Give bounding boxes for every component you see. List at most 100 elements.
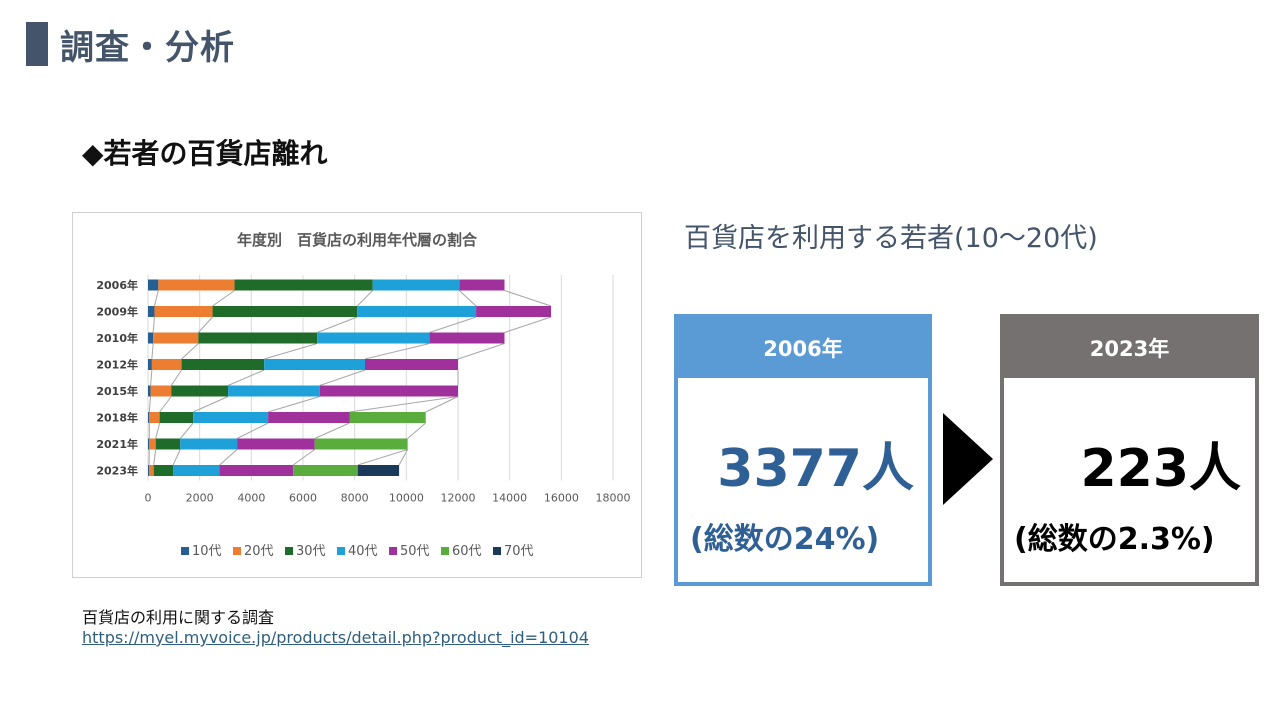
- chart-bar: [173, 465, 220, 476]
- chart-bar: [459, 279, 505, 291]
- chart-x-tick-label: 16000: [544, 492, 579, 505]
- chart-bar: [148, 412, 150, 423]
- card-2023: 2023年 223人 (総数の2.3%): [1000, 314, 1259, 586]
- chart-legend-label: 70代: [504, 544, 534, 559]
- chart-legend-label: 20代: [244, 544, 274, 559]
- chart-bar: [171, 385, 229, 397]
- page-title: 調査・分析: [60, 28, 235, 68]
- chart-bar: [234, 279, 373, 291]
- chart-series-line: [151, 343, 154, 360]
- chart-series-line: [407, 422, 427, 439]
- chart-bar: [151, 359, 182, 370]
- chart-bar: [264, 359, 365, 370]
- chart-category-label: 2015年: [96, 384, 138, 398]
- chart-series-line: [193, 396, 229, 413]
- chart-legend-swatch: [493, 547, 501, 555]
- chart-legend-label: 30代: [296, 544, 326, 559]
- chart-series-line: [264, 343, 318, 360]
- chart-series-line: [319, 369, 366, 386]
- chart-category-label: 2018年: [96, 411, 138, 425]
- summary-heading: 百貨店を利用する若者(10～20代): [684, 223, 1098, 254]
- chart-bar: [365, 359, 458, 370]
- card-2006: 2006年 3377人 (総数の24%): [674, 314, 932, 586]
- chart-bar: [314, 438, 408, 450]
- chart-x-tick-label: 12000: [441, 492, 476, 505]
- chart-series-line: [153, 290, 159, 307]
- chart-bar: [149, 438, 156, 450]
- chart-series-line: [267, 396, 320, 413]
- chart-bar: [349, 412, 426, 423]
- chart-x-tick-label: 10000: [389, 492, 424, 505]
- chart-series-line: [227, 369, 265, 386]
- chart-x-tick-label: 18000: [596, 492, 631, 505]
- chart-bar: [148, 465, 150, 476]
- chart-series-line: [150, 369, 153, 386]
- chart-container: 年度別 百貨店の利用年代層の割合 2006年 2009年 2010年 2012年 201…: [72, 212, 642, 578]
- chart-bar: [293, 465, 358, 476]
- chart-bar: [268, 412, 350, 423]
- chart-bar: [159, 412, 194, 423]
- card-2006-share: (総数の24%): [690, 522, 880, 557]
- chart-bar: [372, 279, 460, 291]
- chart-x-tick-label: 0: [145, 492, 152, 505]
- chart-series-line: [155, 422, 161, 439]
- chart-series-line: [153, 449, 157, 466]
- chart-series-line: [458, 290, 477, 307]
- chart-series-line: [170, 369, 182, 386]
- chart-category-labels: 2006年 2009年 2010年 2012年 2015年 2018年 2021年 2023年: [96, 278, 138, 478]
- chart-series-line: [398, 449, 409, 466]
- chart-series-lines: [148, 290, 552, 466]
- arrow-right-icon: [943, 413, 993, 505]
- source-link[interactable]: https://myel.myvoice.jp/products/detail.…: [82, 628, 589, 647]
- chart-bar: [158, 279, 235, 291]
- chart-x-tick-label: 14000: [492, 492, 527, 505]
- chart-series-line: [425, 396, 459, 413]
- chart-bar: [154, 306, 213, 317]
- chart-x-tick-label: 2000: [186, 492, 214, 505]
- chart-legend-swatch: [441, 547, 449, 555]
- card-2006-count: 3377人: [717, 439, 914, 499]
- chart-category-label: 2006年: [96, 278, 138, 292]
- chart-category-label: 2023年: [96, 464, 138, 478]
- chart-legend: 10代 20代 30代 40代 50代 60代 70代: [181, 544, 534, 559]
- chart-category-label: 2012年: [96, 358, 138, 372]
- chart-legend-swatch: [389, 547, 397, 555]
- chart-bar: [155, 438, 181, 450]
- card-2023-share: (総数の2.3%): [1014, 522, 1215, 557]
- chart-bars: [148, 279, 551, 476]
- chart-bar: [149, 465, 154, 476]
- chart-legend-swatch: [285, 547, 293, 555]
- chart-series-line: [172, 449, 181, 466]
- chart-title: 年度別 百貨店の利用年代層の割合: [237, 231, 478, 249]
- chart-x-tick-label: 8000: [341, 492, 369, 505]
- chart-bar: [228, 385, 320, 397]
- chart-series-line: [219, 449, 238, 466]
- chart-bar: [148, 306, 155, 317]
- section-subtitle: ◆若者の百貨店離れ: [82, 137, 328, 170]
- chart-series-line: [356, 290, 374, 307]
- chart-series-line: [198, 316, 213, 333]
- chart-bar: [317, 332, 430, 344]
- chart-bar: [149, 412, 160, 423]
- chart-bar: [193, 412, 269, 423]
- chart-bar: [212, 306, 358, 317]
- chart-series-line: [357, 449, 408, 466]
- chart-series-line: [364, 343, 430, 360]
- chart-series-line: [181, 343, 199, 360]
- chart-series-line: [504, 316, 552, 333]
- chart-bar: [148, 385, 151, 397]
- chart-series-line: [429, 316, 477, 333]
- chart-bar: [219, 465, 294, 476]
- chart-bar: [150, 385, 172, 397]
- chart-gridlines: [147, 275, 614, 481]
- chart-bar: [181, 359, 265, 370]
- chart-x-tick-label: 6000: [289, 492, 317, 505]
- chart-category-label: 2010年: [96, 331, 138, 345]
- chart-series-line: [159, 396, 172, 413]
- chart-x-tick-label: 4000: [237, 492, 265, 505]
- chart-legend-swatch: [181, 547, 189, 555]
- chart-series-line: [504, 290, 552, 307]
- chart-legend-label: 10代: [192, 544, 222, 559]
- chart-series-line: [457, 343, 505, 360]
- chart-series-line: [349, 396, 459, 413]
